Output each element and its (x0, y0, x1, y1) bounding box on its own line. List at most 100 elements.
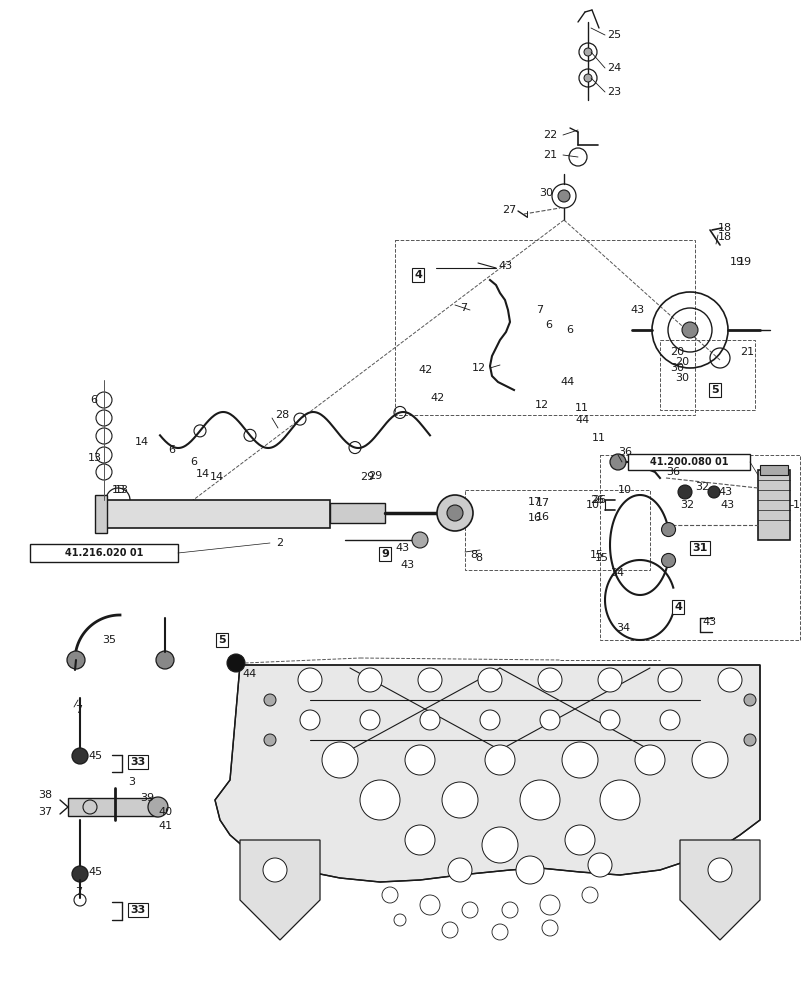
Text: 43: 43 (717, 487, 732, 497)
Text: 33: 33 (131, 905, 145, 915)
Circle shape (599, 710, 620, 730)
Text: 30: 30 (674, 373, 689, 383)
Circle shape (677, 485, 691, 499)
Text: 12: 12 (471, 363, 486, 373)
Text: 22: 22 (542, 130, 556, 140)
Circle shape (405, 825, 435, 855)
Text: 35: 35 (102, 635, 116, 645)
Text: 44: 44 (242, 669, 256, 679)
Text: 43: 43 (400, 560, 414, 570)
Text: 45: 45 (88, 751, 102, 761)
Circle shape (411, 532, 427, 548)
Circle shape (448, 858, 471, 882)
Text: 38: 38 (38, 790, 52, 800)
Bar (95, 495, 107, 533)
Text: 41: 41 (158, 821, 172, 831)
Circle shape (707, 858, 731, 882)
Bar (68, 798, 158, 816)
Text: 8: 8 (470, 550, 477, 560)
Text: 18: 18 (717, 232, 732, 242)
Text: 41.216.020 01: 41.216.020 01 (65, 548, 143, 558)
Circle shape (743, 694, 755, 706)
Text: 9: 9 (380, 549, 388, 559)
Circle shape (661, 553, 675, 567)
Text: 34: 34 (616, 623, 629, 633)
Text: 19: 19 (729, 257, 743, 267)
Circle shape (597, 668, 621, 692)
Text: 31: 31 (692, 543, 707, 553)
Text: 7: 7 (75, 887, 82, 897)
Circle shape (264, 734, 276, 746)
Text: 14: 14 (210, 472, 224, 482)
Text: 4: 4 (414, 270, 422, 280)
Text: 6: 6 (168, 445, 175, 455)
Text: 3: 3 (128, 777, 135, 787)
Circle shape (661, 523, 675, 537)
Circle shape (657, 668, 681, 692)
Circle shape (478, 668, 501, 692)
Text: 32: 32 (679, 500, 693, 510)
Circle shape (659, 710, 679, 730)
Bar (329, 503, 384, 523)
Text: 34: 34 (609, 568, 624, 578)
Text: 15: 15 (590, 550, 603, 560)
Text: 20: 20 (669, 347, 684, 357)
Text: 6: 6 (90, 395, 97, 405)
Circle shape (587, 853, 611, 877)
Text: 13: 13 (115, 485, 129, 495)
Text: 14: 14 (135, 437, 149, 447)
Circle shape (538, 668, 561, 692)
Text: 23: 23 (607, 87, 620, 97)
Circle shape (148, 797, 168, 817)
Text: 39: 39 (139, 793, 154, 803)
Text: 44: 44 (560, 377, 573, 387)
Bar (30, 544, 178, 562)
Text: 15: 15 (594, 553, 608, 563)
Text: 2: 2 (276, 538, 283, 548)
Circle shape (707, 486, 719, 498)
Circle shape (681, 322, 697, 338)
Circle shape (583, 48, 591, 56)
Circle shape (446, 505, 462, 521)
Text: 17: 17 (527, 497, 542, 507)
Circle shape (717, 668, 741, 692)
Circle shape (515, 856, 543, 884)
Circle shape (358, 668, 381, 692)
Text: 12: 12 (534, 400, 548, 410)
Circle shape (359, 710, 380, 730)
Circle shape (519, 780, 560, 820)
Circle shape (419, 710, 440, 730)
Bar (757, 470, 789, 540)
Text: 26: 26 (591, 495, 605, 505)
Text: 16: 16 (535, 512, 549, 522)
Bar (100, 500, 329, 528)
Text: 45: 45 (88, 867, 102, 877)
Text: 4: 4 (673, 602, 681, 612)
Text: 7: 7 (535, 305, 543, 315)
Circle shape (484, 745, 514, 775)
Circle shape (583, 74, 591, 82)
Text: 10: 10 (586, 500, 599, 510)
Text: 5: 5 (218, 635, 225, 645)
Text: 1: 1 (792, 500, 799, 510)
Circle shape (264, 694, 276, 706)
Circle shape (156, 651, 174, 669)
Circle shape (479, 710, 500, 730)
Text: 10: 10 (617, 485, 631, 495)
Circle shape (609, 454, 625, 470)
Text: 40: 40 (158, 807, 172, 817)
Text: 26: 26 (590, 495, 603, 505)
Text: 6: 6 (565, 325, 573, 335)
Text: 20: 20 (674, 357, 689, 367)
Text: 43: 43 (629, 305, 643, 315)
Text: 11: 11 (574, 403, 588, 413)
Text: 42: 42 (430, 393, 444, 403)
Polygon shape (679, 840, 759, 940)
Text: 42: 42 (418, 365, 431, 375)
Text: 41.200.080 01: 41.200.080 01 (649, 457, 727, 467)
Circle shape (561, 742, 597, 778)
Text: 43: 43 (497, 261, 512, 271)
Text: 17: 17 (535, 498, 549, 508)
Circle shape (539, 710, 560, 730)
Bar (759, 465, 787, 475)
